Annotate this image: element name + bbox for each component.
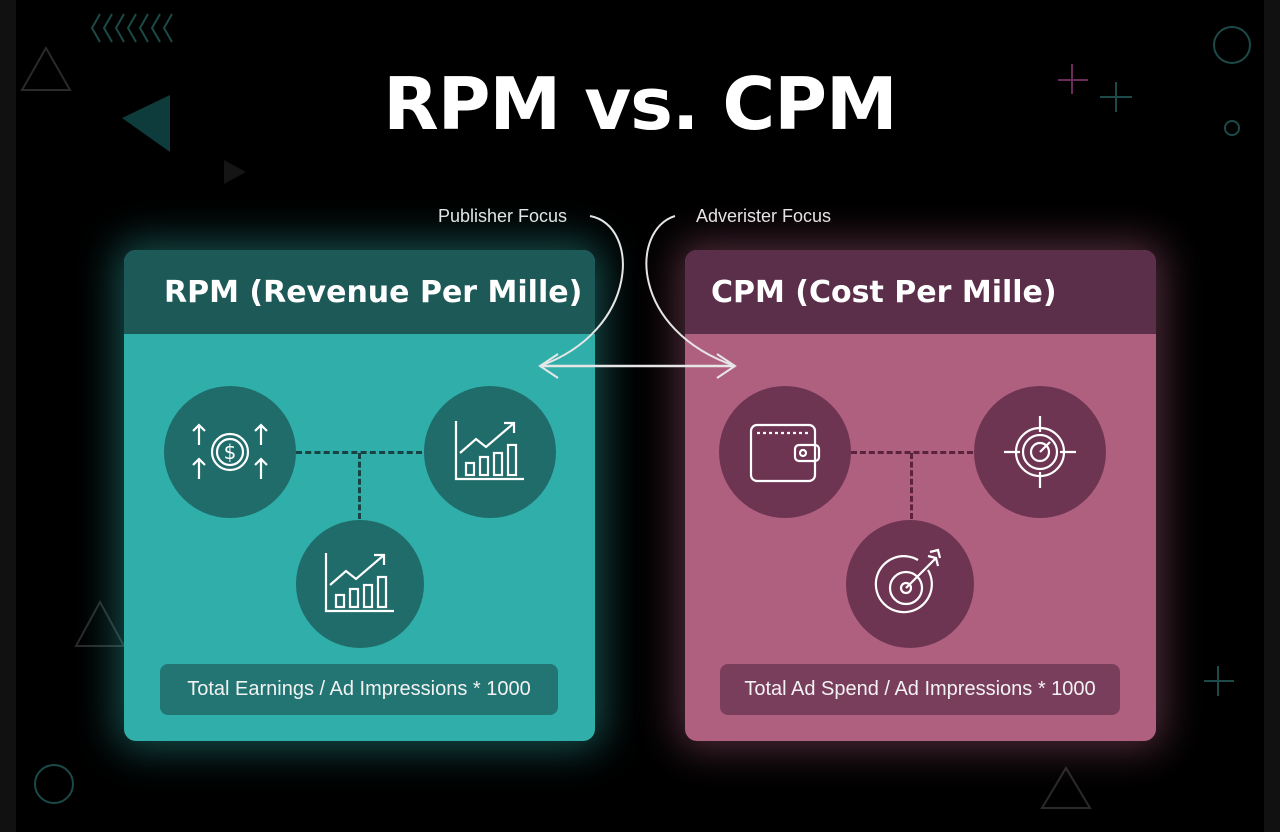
rpm-formula: Total Earnings / Ad Impressions * 1000	[160, 664, 558, 715]
page-title: RPM vs. CPM	[383, 62, 897, 146]
dollar-growth-icon: $	[164, 386, 296, 518]
publisher-focus-label: Publisher Focus	[438, 206, 568, 226]
right-edge	[1264, 0, 1280, 832]
cpm-formula: Total Ad Spend / Ad Impressions * 1000	[720, 664, 1120, 715]
target-arrow-icon	[846, 520, 974, 648]
connector	[851, 451, 973, 454]
connector	[296, 451, 422, 454]
rpm-heading: RPM (Revenue Per Mille)	[124, 250, 595, 334]
crosshair-icon	[974, 386, 1106, 518]
bar-chart-growth-icon	[424, 386, 556, 518]
wallet-icon	[719, 386, 851, 518]
left-edge	[0, 0, 16, 832]
cpm-heading: CPM (Cost Per Mille)	[685, 250, 1156, 334]
cpm-panel: CPM (Cost Per Mille) Total Ad Spend / Ad…	[685, 250, 1156, 741]
rpm-panel: RPM (Revenue Per Mille) $ Total Earnings…	[124, 250, 595, 741]
advertiser-focus-label: Adverister Focus	[696, 206, 832, 226]
bar-chart-growth-icon	[296, 520, 424, 648]
connector	[910, 453, 913, 519]
connector	[358, 453, 361, 519]
svg-text:$: $	[224, 440, 237, 464]
